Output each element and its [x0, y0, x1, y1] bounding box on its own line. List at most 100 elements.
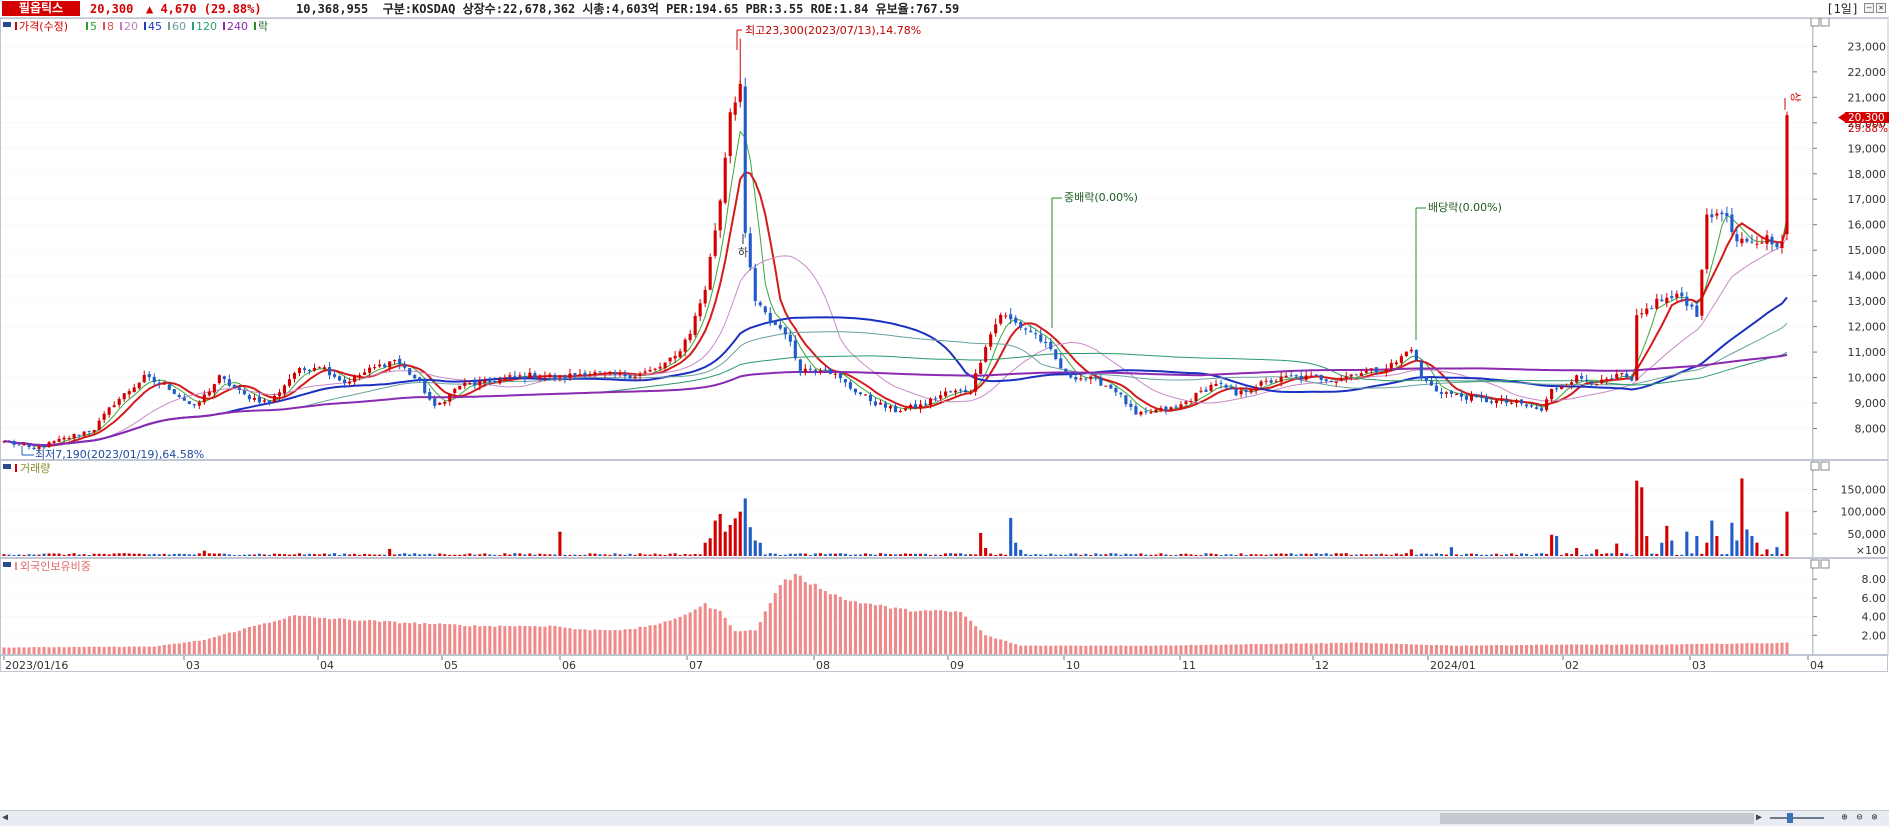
candle-body [803, 368, 807, 373]
foreign-bar [1745, 643, 1749, 654]
zoom-slider-knob[interactable] [1787, 813, 1793, 823]
candle-body [1550, 388, 1554, 400]
candle-body [157, 382, 161, 385]
volume-bar [513, 553, 517, 556]
stock-name-badge[interactable]: 필옵틱스 [2, 1, 80, 16]
panel-icon[interactable] [3, 562, 11, 567]
volume-bar [944, 553, 948, 556]
candle-body [913, 404, 918, 409]
candle-body [929, 398, 933, 406]
panel-icon[interactable] [3, 464, 11, 469]
zoom-slider[interactable] [1770, 817, 1824, 819]
volume-bar [678, 555, 682, 556]
foreign-bar [1740, 643, 1744, 654]
foreign-bar [1044, 645, 1048, 654]
ex-dividend-label-2: 배당락(0.00%) [1428, 201, 1502, 214]
foreign-bar [893, 607, 898, 654]
candle-body [1109, 384, 1113, 389]
candle-body [1284, 375, 1288, 377]
panel-minimize-icon[interactable] [1810, 559, 1820, 569]
candle-body [257, 396, 261, 403]
panel-icon[interactable] [3, 22, 11, 27]
volume-bar [1344, 553, 1348, 556]
foreign-bar [1249, 643, 1253, 654]
foreign-bar [302, 615, 307, 654]
foreign-bar [648, 625, 652, 654]
foreign-bar [297, 615, 302, 654]
panel-close-icon[interactable] [1820, 18, 1830, 27]
volume-bar [1399, 554, 1403, 556]
scroll-right-icon[interactable]: ▶ [1756, 812, 1763, 823]
legend-ma-label: 8 [107, 20, 114, 33]
panel-minimize-icon[interactable] [1810, 461, 1820, 471]
foreign-bar [1575, 644, 1579, 654]
volume-bar [212, 553, 216, 556]
foreign-bar [548, 625, 552, 654]
foreign-bar [1369, 643, 1373, 654]
volume-bar [1610, 553, 1614, 556]
candle-body [588, 374, 592, 376]
candle-body [1334, 381, 1338, 383]
close-icon[interactable]: × [1876, 3, 1886, 13]
candle-body [858, 392, 862, 395]
volume-bar [808, 555, 812, 556]
legend-ma-label: 45 [148, 20, 162, 33]
volume-bar [753, 540, 757, 556]
foreign-bar [82, 646, 86, 654]
volume-bar [1474, 553, 1479, 556]
candle-body [1459, 393, 1464, 397]
volume-bar [478, 554, 482, 556]
volume-bar [974, 554, 978, 556]
candle-body [197, 402, 201, 406]
candle-body [212, 384, 216, 393]
volume-legend: 거래량 [3, 462, 50, 475]
volume-bar [1134, 554, 1138, 556]
volume-bar [783, 554, 787, 556]
panel-close-icon[interactable] [1820, 461, 1830, 471]
date-tick-label: 02 [1565, 659, 1579, 672]
zoom-in-icon[interactable]: ⊕ [1841, 812, 1848, 823]
candle-body [903, 408, 908, 411]
foreign-bar [813, 583, 817, 654]
panel-close-icon[interactable] [1820, 559, 1830, 569]
minimize-icon[interactable]: – [1864, 3, 1874, 13]
zoom-reset-icon[interactable]: ⊗ [1871, 812, 1878, 823]
foreign-bar [1064, 645, 1068, 654]
foreign-bar [1640, 644, 1644, 654]
foreign-bar [463, 626, 467, 654]
volume-bar [272, 553, 277, 556]
candle-body [182, 397, 186, 401]
period-selector[interactable]: [1일] [1826, 2, 1859, 16]
foreign-bar [1479, 645, 1484, 654]
volume-bar [603, 554, 607, 556]
candle-body [1780, 241, 1784, 249]
volume-bar [613, 553, 617, 556]
volume-bar [618, 554, 622, 556]
volume-bar [788, 553, 792, 556]
legend-ma-label: 240 [227, 20, 248, 33]
candle-body [1164, 406, 1168, 411]
volume-bar [683, 553, 687, 556]
candle-body [443, 401, 447, 404]
scroll-thumb[interactable] [1440, 813, 1754, 824]
volume-bar [1394, 553, 1398, 556]
foreign-bar [262, 623, 266, 654]
candle-body [668, 357, 672, 362]
candle-body [438, 402, 442, 405]
volume-bar [122, 553, 126, 556]
stock-chart[interactable]: 8,000 9,000 10,000 11,000 12,000 13,000 14,000… [0, 18, 1889, 810]
chart-scrollbar[interactable]: ◀ ▶ ⊕ ⊖ ⊗ [0, 810, 1889, 826]
candle-body [62, 437, 66, 440]
foreign-bar [568, 628, 572, 654]
panel-minimize-icon[interactable] [1810, 18, 1820, 27]
volume-bar [217, 553, 221, 556]
zoom-out-icon[interactable]: ⊖ [1856, 812, 1863, 823]
volume-bar [558, 531, 562, 556]
volume-bar [1545, 553, 1549, 556]
foreign-bar [1349, 642, 1353, 654]
candle-body [1499, 399, 1504, 401]
foreign-bar [883, 606, 888, 654]
volume-bar [157, 554, 161, 556]
volume-bar [1625, 553, 1629, 556]
scroll-left-icon[interactable]: ◀ [2, 812, 9, 823]
